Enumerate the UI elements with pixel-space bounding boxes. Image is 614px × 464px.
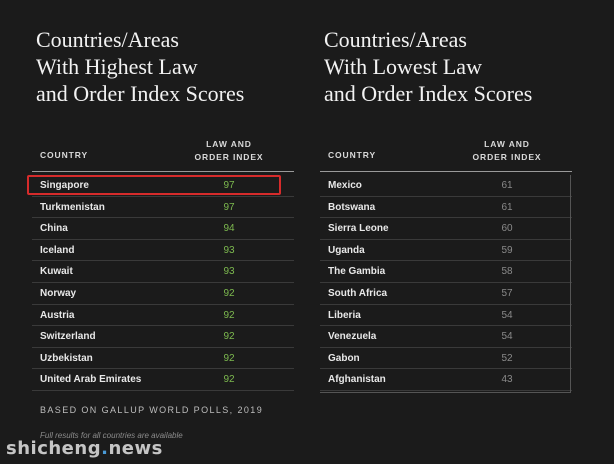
- country-name: Austria: [40, 309, 75, 321]
- table-body: Singapore 97 Turkmenistan 97 China 94 Iceland 9…: [27, 175, 294, 391]
- index-value: 57: [501, 287, 513, 299]
- country-name: United Arab Emirates: [40, 374, 142, 386]
- column-header-line: ORDER INDEX: [472, 152, 542, 162]
- index-value: 54: [501, 331, 513, 343]
- table-row: Singapore 97: [27, 175, 294, 197]
- title-line: Countries/Areas: [36, 27, 179, 52]
- index-value: 93: [223, 266, 235, 278]
- index-value: 92: [223, 331, 235, 343]
- country-name: The Gambia: [328, 266, 386, 278]
- column-header-country: COUNTRY: [40, 150, 89, 160]
- index-value: 92: [223, 374, 235, 386]
- table-row: Uzbekistan 92: [32, 348, 294, 370]
- table-title: Countries/Areas With Highest Law and Ord…: [32, 0, 294, 110]
- title-line: With Lowest Law: [324, 54, 482, 79]
- table-header: COUNTRY LAW AND ORDER INDEX: [320, 135, 572, 171]
- table-row: Afghanistan 43: [320, 369, 572, 391]
- index-value: 60: [501, 223, 513, 235]
- index-value: 92: [223, 309, 235, 321]
- table-row: Venezuela 54: [320, 326, 572, 348]
- country-name: Switzerland: [40, 331, 96, 343]
- country-name: Liberia: [328, 309, 361, 321]
- table-row: Turkmenistan 97: [32, 197, 294, 219]
- index-value: 61: [501, 201, 513, 213]
- table-row: United Arab Emirates 92: [32, 369, 294, 391]
- index-value: 43: [501, 374, 513, 386]
- table-row: China 94: [32, 218, 294, 240]
- lowest-scores-table: Countries/Areas With Lowest Law and Orde…: [320, 0, 572, 391]
- index-value: 54: [501, 309, 513, 321]
- column-header-line: LAW AND: [484, 139, 530, 149]
- country-name: Singapore: [40, 180, 89, 191]
- highest-scores-table: Countries/Areas With Highest Law and Ord…: [27, 0, 294, 391]
- watermark-text: shicheng: [6, 438, 102, 459]
- country-name: Sierra Leone: [328, 223, 389, 235]
- column-header-country: COUNTRY: [328, 150, 377, 160]
- column-header-line: LAW AND: [206, 139, 252, 149]
- table-row: South Africa 57: [320, 283, 572, 305]
- country-name: Kuwait: [40, 266, 73, 278]
- index-value: 61: [501, 180, 513, 191]
- table-row: Iceland 93: [32, 240, 294, 262]
- country-name: China: [40, 223, 68, 235]
- index-value: 94: [223, 223, 235, 235]
- table-row: Liberia 54: [320, 305, 572, 327]
- table-row: Gabon 52: [320, 348, 572, 370]
- table-row: Switzerland 92: [32, 326, 294, 348]
- column-header-index: LAW AND ORDER INDEX: [462, 138, 552, 164]
- table-title: Countries/Areas With Lowest Law and Orde…: [320, 0, 572, 110]
- highlight-box: [27, 175, 281, 195]
- index-value: 92: [223, 352, 235, 364]
- index-value: 97: [223, 201, 235, 213]
- country-name: Iceland: [40, 244, 75, 256]
- country-name: South Africa: [328, 287, 388, 299]
- country-name: Mexico: [328, 180, 362, 191]
- country-name: Turkmenistan: [40, 201, 105, 213]
- header-rule: [320, 171, 572, 172]
- watermark-logo: shicheng.news: [6, 438, 163, 459]
- index-value: 93: [223, 244, 235, 256]
- index-value: 59: [501, 244, 513, 256]
- table-row: The Gambia 58: [320, 261, 572, 283]
- index-value: 58: [501, 266, 513, 278]
- title-line: Countries/Areas: [324, 27, 467, 52]
- column-header-index: LAW AND ORDER INDEX: [184, 138, 274, 164]
- country-name: Uzbekistan: [40, 352, 93, 364]
- country-name: Uganda: [328, 244, 365, 256]
- source-note: BASED ON GALLUP WORLD POLLS, 2019: [40, 405, 264, 415]
- watermark-dot: .: [101, 438, 109, 459]
- country-name: Venezuela: [328, 331, 377, 343]
- title-line: and Order Index Scores: [324, 81, 533, 106]
- table-body: Mexico 61 Botswana 61 Sierra Leone 60 Uganda 59…: [320, 175, 572, 391]
- header-rule: [32, 171, 294, 172]
- availability-note: Full results for all countries are avail…: [40, 431, 183, 440]
- country-name: Afghanistan: [328, 374, 386, 386]
- country-name: Norway: [40, 287, 77, 299]
- title-line: and Order Index Scores: [36, 81, 245, 106]
- country-name: Botswana: [328, 201, 376, 213]
- table-row: Austria 92: [32, 305, 294, 327]
- table-row: Kuwait 93: [32, 261, 294, 283]
- title-line: With Highest Law: [36, 54, 198, 79]
- table-row: Uganda 59: [320, 240, 572, 262]
- index-value: 92: [223, 287, 235, 299]
- table-row: Norway 92: [32, 283, 294, 305]
- table-row: Botswana 61: [320, 197, 572, 219]
- table-row: Mexico 61: [320, 175, 572, 197]
- country-name: Gabon: [328, 352, 360, 364]
- index-value: 52: [501, 352, 513, 364]
- index-value: 97: [223, 180, 235, 191]
- watermark-text: news: [108, 438, 163, 459]
- column-header-line: ORDER INDEX: [194, 152, 264, 162]
- table-row: Sierra Leone 60: [320, 218, 572, 240]
- table-header: COUNTRY LAW AND ORDER INDEX: [32, 135, 294, 171]
